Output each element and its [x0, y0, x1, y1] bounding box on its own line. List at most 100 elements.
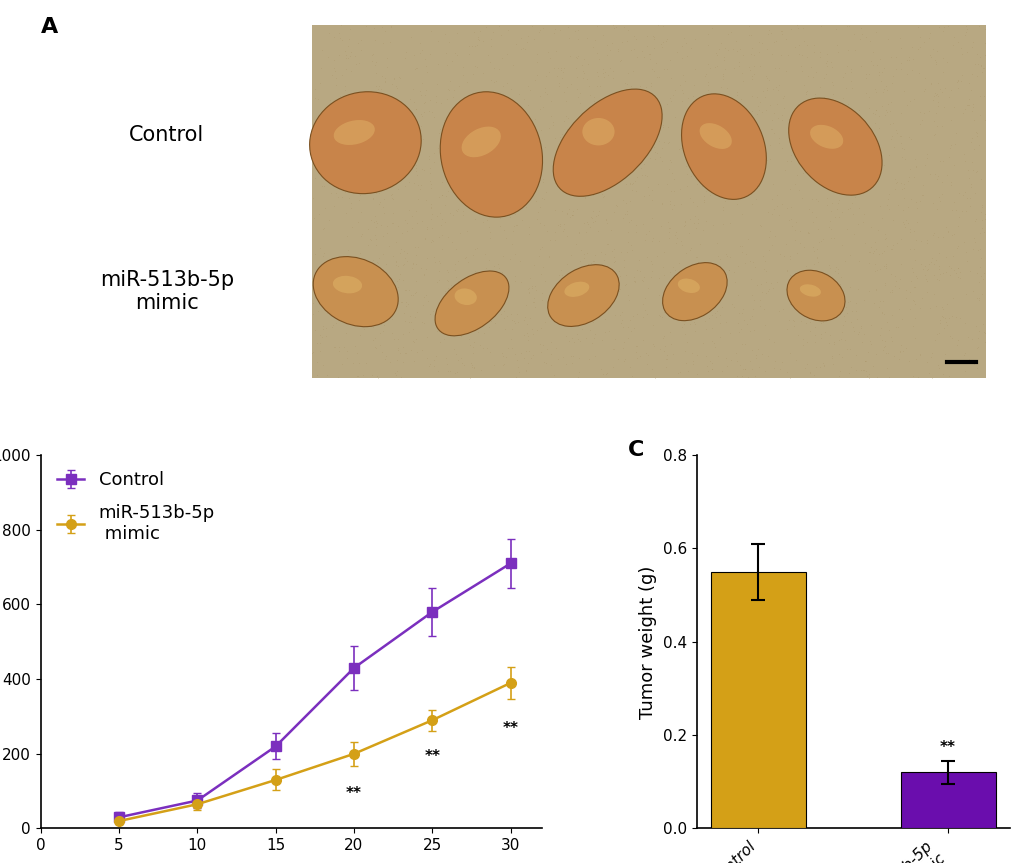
Point — [520, 329, 536, 343]
Point — [532, 23, 548, 37]
Point — [711, 308, 728, 322]
Point — [383, 280, 399, 294]
Point — [535, 218, 551, 232]
Point — [355, 128, 371, 142]
Point — [506, 274, 523, 288]
Point — [815, 359, 832, 373]
Point — [486, 171, 502, 185]
Point — [435, 321, 451, 335]
Point — [462, 309, 478, 323]
Point — [383, 188, 399, 202]
Point — [905, 170, 921, 184]
Point — [641, 47, 657, 60]
Point — [497, 166, 514, 180]
Point — [444, 208, 461, 222]
Point — [655, 303, 672, 317]
Point — [570, 332, 586, 346]
Point — [407, 286, 423, 299]
Point — [746, 369, 762, 382]
Point — [736, 162, 752, 176]
Point — [941, 369, 957, 382]
Point — [392, 242, 409, 255]
Point — [825, 335, 842, 349]
Point — [565, 208, 581, 222]
Point — [689, 298, 705, 312]
Point — [683, 169, 699, 183]
Point — [407, 249, 423, 262]
Point — [502, 184, 519, 198]
Point — [626, 130, 642, 144]
Point — [837, 300, 853, 314]
Point — [887, 50, 903, 64]
Point — [857, 124, 873, 138]
Point — [826, 103, 843, 117]
Point — [502, 332, 519, 346]
Point — [419, 350, 435, 364]
Point — [945, 263, 961, 277]
Point — [455, 304, 472, 318]
Point — [791, 266, 807, 280]
Point — [489, 163, 505, 177]
Point — [804, 240, 820, 254]
Point — [458, 139, 474, 153]
Point — [826, 22, 843, 36]
Point — [869, 300, 886, 314]
Point — [579, 31, 595, 45]
Point — [956, 316, 972, 330]
Point — [925, 226, 942, 240]
Point — [702, 110, 718, 123]
Point — [882, 268, 899, 281]
Point — [418, 60, 434, 73]
Point — [368, 232, 384, 246]
Point — [525, 122, 541, 135]
Point — [753, 286, 769, 299]
Point — [922, 50, 938, 64]
Point — [371, 152, 387, 166]
Point — [364, 306, 380, 319]
Point — [838, 343, 854, 356]
Point — [841, 135, 857, 149]
Point — [462, 124, 478, 138]
Point — [628, 170, 644, 184]
Point — [571, 350, 587, 364]
Point — [604, 71, 621, 85]
Point — [824, 87, 841, 101]
Point — [568, 187, 584, 201]
Point — [350, 35, 366, 49]
Point — [343, 220, 360, 234]
Point — [730, 325, 746, 339]
Point — [818, 291, 835, 305]
Point — [621, 115, 637, 129]
Point — [599, 130, 615, 144]
Point — [340, 192, 357, 205]
Point — [363, 97, 379, 110]
Point — [890, 302, 906, 316]
Point — [828, 196, 845, 210]
Point — [304, 345, 320, 359]
Point — [823, 104, 840, 117]
Point — [340, 252, 357, 266]
Point — [872, 321, 889, 335]
Point — [534, 287, 550, 300]
Point — [660, 265, 677, 279]
Point — [839, 98, 855, 111]
Point — [329, 370, 345, 384]
Point — [920, 104, 936, 118]
Point — [829, 369, 846, 383]
Point — [640, 87, 656, 101]
Point — [693, 280, 709, 293]
Point — [541, 295, 557, 309]
Point — [863, 359, 879, 373]
Point — [929, 169, 946, 183]
Point — [492, 28, 508, 42]
Point — [810, 50, 826, 64]
Point — [644, 362, 660, 375]
Text: miR-513b-5p
mimic: miR-513b-5p mimic — [100, 270, 233, 313]
Point — [937, 250, 954, 264]
Point — [646, 30, 662, 44]
Point — [455, 358, 472, 372]
Point — [439, 230, 455, 243]
Point — [614, 336, 631, 350]
Point — [976, 336, 993, 350]
Point — [475, 341, 491, 355]
